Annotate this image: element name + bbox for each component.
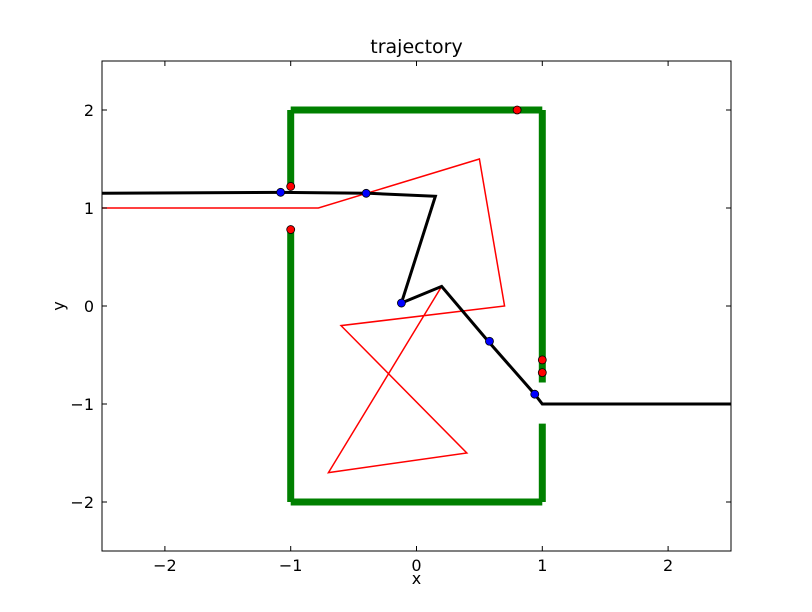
- black-trajectory-line: [102, 190, 731, 406]
- blue-marker-point: [485, 336, 494, 346]
- blue-marker-point: [397, 298, 406, 308]
- y-tick-label: 1: [84, 199, 94, 218]
- y-tick-label: −1: [70, 395, 94, 414]
- red-marker-point: [286, 225, 296, 234]
- blue-marker-point: [361, 188, 371, 198]
- blue-marker-point: [276, 187, 286, 197]
- red-marker-point: [512, 105, 522, 115]
- red-marker-point: [286, 182, 296, 191]
- red-marker-point: [537, 368, 547, 378]
- y-axis-label: y: [49, 301, 68, 310]
- blue-marker-point: [530, 389, 540, 399]
- x-tick-label: −2: [153, 556, 177, 575]
- x-tick-label: 2: [663, 556, 673, 575]
- x-axis-label: x: [412, 569, 421, 588]
- plot-background: [102, 61, 731, 551]
- y-tick-label: −2: [70, 493, 94, 512]
- x-tick-label: −1: [279, 556, 303, 575]
- y-tick-label: 0: [84, 297, 94, 316]
- ticks-group: −2 −1 0 1 2 −2 −1 0 1 2: [70, 61, 731, 575]
- red-marker-point: [537, 355, 547, 365]
- x-tick-label: 1: [537, 556, 547, 575]
- chart-title: trajectory: [370, 36, 462, 58]
- y-tick-label: 2: [84, 101, 94, 120]
- plot-content-group: [102, 105, 731, 506]
- plot-area: [102, 61, 731, 551]
- x-tick-label: 0: [411, 556, 421, 575]
